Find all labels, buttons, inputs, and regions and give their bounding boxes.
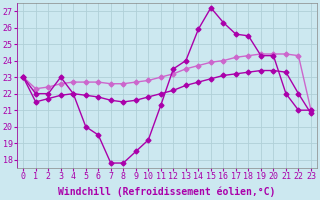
X-axis label: Windchill (Refroidissement éolien,°C): Windchill (Refroidissement éolien,°C)	[58, 187, 276, 197]
